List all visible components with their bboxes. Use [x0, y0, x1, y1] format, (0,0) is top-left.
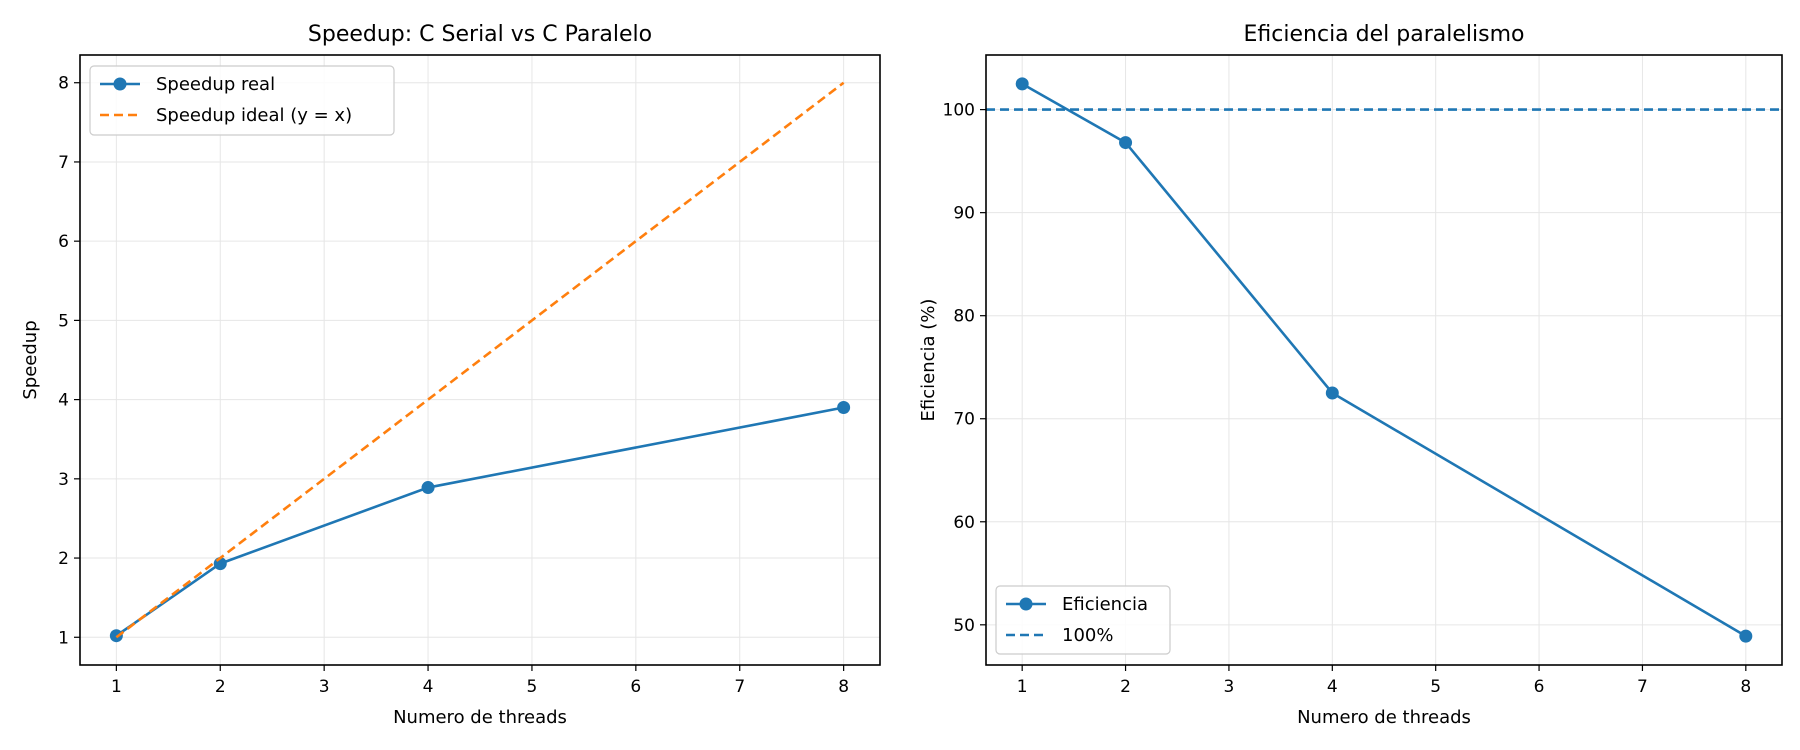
- x-tick-label: 1: [1017, 677, 1028, 697]
- legend: Speedup real Speedup ideal (y = x): [89, 65, 395, 136]
- legend: Eficiencia 100%: [995, 585, 1171, 655]
- x-tick-label: 6: [630, 677, 641, 697]
- x-tick-label: 6: [1534, 677, 1545, 697]
- y-tick-label: 100: [943, 101, 975, 121]
- chart-title: Eficiencia del paralelismo: [1244, 22, 1525, 47]
- chart-2: 1 2 3 4 5 6 7 8 50 60 70 80 90 100 Eficiencia del para…: [918, 22, 1783, 728]
- y-tick-label: 4: [58, 391, 69, 411]
- x-tick-label: 8: [1740, 677, 1751, 697]
- x-tick-label: 2: [215, 677, 226, 697]
- y-tick-label: 5: [58, 311, 69, 331]
- plot-frame: [985, 54, 1783, 666]
- y-tick-label: 2: [58, 549, 69, 569]
- data-point: [1739, 629, 1753, 643]
- y-tick-label: 50: [953, 616, 975, 636]
- legend-swatch-marker: [1019, 597, 1033, 611]
- chart-1: 1 2 3 4 5 6 7 8 1 2 3 4 5 6 7 8 Speedup: C Serial vs C P…: [20, 22, 881, 728]
- x-tick-label: 2: [1120, 677, 1131, 697]
- data-point: [837, 401, 851, 415]
- x-tick-label: 7: [1637, 677, 1648, 697]
- y-tick-label: 6: [58, 232, 69, 252]
- legend-entry: Speedup real: [156, 74, 275, 95]
- series-line-1: [1021, 82, 1747, 638]
- legend-box: [89, 65, 395, 136]
- y-axis-label: Speedup: [20, 320, 41, 399]
- x-tick-label: 7: [734, 677, 745, 697]
- legend-entry: Speedup ideal (y = x): [156, 105, 352, 126]
- series-line-1: [115, 406, 844, 637]
- legend-entry: Eficiencia: [1062, 594, 1148, 615]
- y-tick-label: 60: [953, 513, 975, 533]
- y-tick-label: 90: [953, 204, 975, 224]
- y-tick-label: 70: [953, 410, 975, 430]
- x-axis-label: Numero de threads: [1297, 707, 1471, 728]
- data-point: [1325, 386, 1339, 400]
- x-tick-label: 4: [423, 677, 434, 697]
- data-point: [1015, 77, 1029, 91]
- x-tick-label: 3: [319, 677, 330, 697]
- x-tick-label: 4: [1327, 677, 1338, 697]
- y-tick-label: 3: [58, 470, 69, 490]
- y-axis-label: Eficiencia (%): [918, 299, 939, 422]
- data-point: [1119, 136, 1133, 150]
- x-tick-label: 3: [1224, 677, 1235, 697]
- x-tick-label: 5: [527, 677, 538, 697]
- chart-title: Speedup: C Serial vs C Paralelo: [308, 22, 652, 47]
- x-tick-label: 5: [1430, 677, 1441, 697]
- plot-area: [986, 77, 1782, 643]
- legend-entry: 100%: [1062, 625, 1113, 646]
- data-point: [421, 481, 435, 495]
- legend-swatch-marker: [113, 77, 127, 91]
- x-tick-label: 1: [111, 677, 122, 697]
- x-axis-label: Numero de threads: [393, 707, 567, 728]
- plot-area: [109, 81, 851, 643]
- plot-frame: [79, 54, 881, 666]
- y-tick-label: 8: [58, 74, 69, 94]
- y-tick-label: 1: [58, 628, 69, 648]
- y-tick-label: 80: [953, 307, 975, 327]
- y-tick-label: 7: [58, 153, 69, 173]
- x-tick-label: 8: [838, 677, 849, 697]
- series-line-2: [115, 81, 845, 639]
